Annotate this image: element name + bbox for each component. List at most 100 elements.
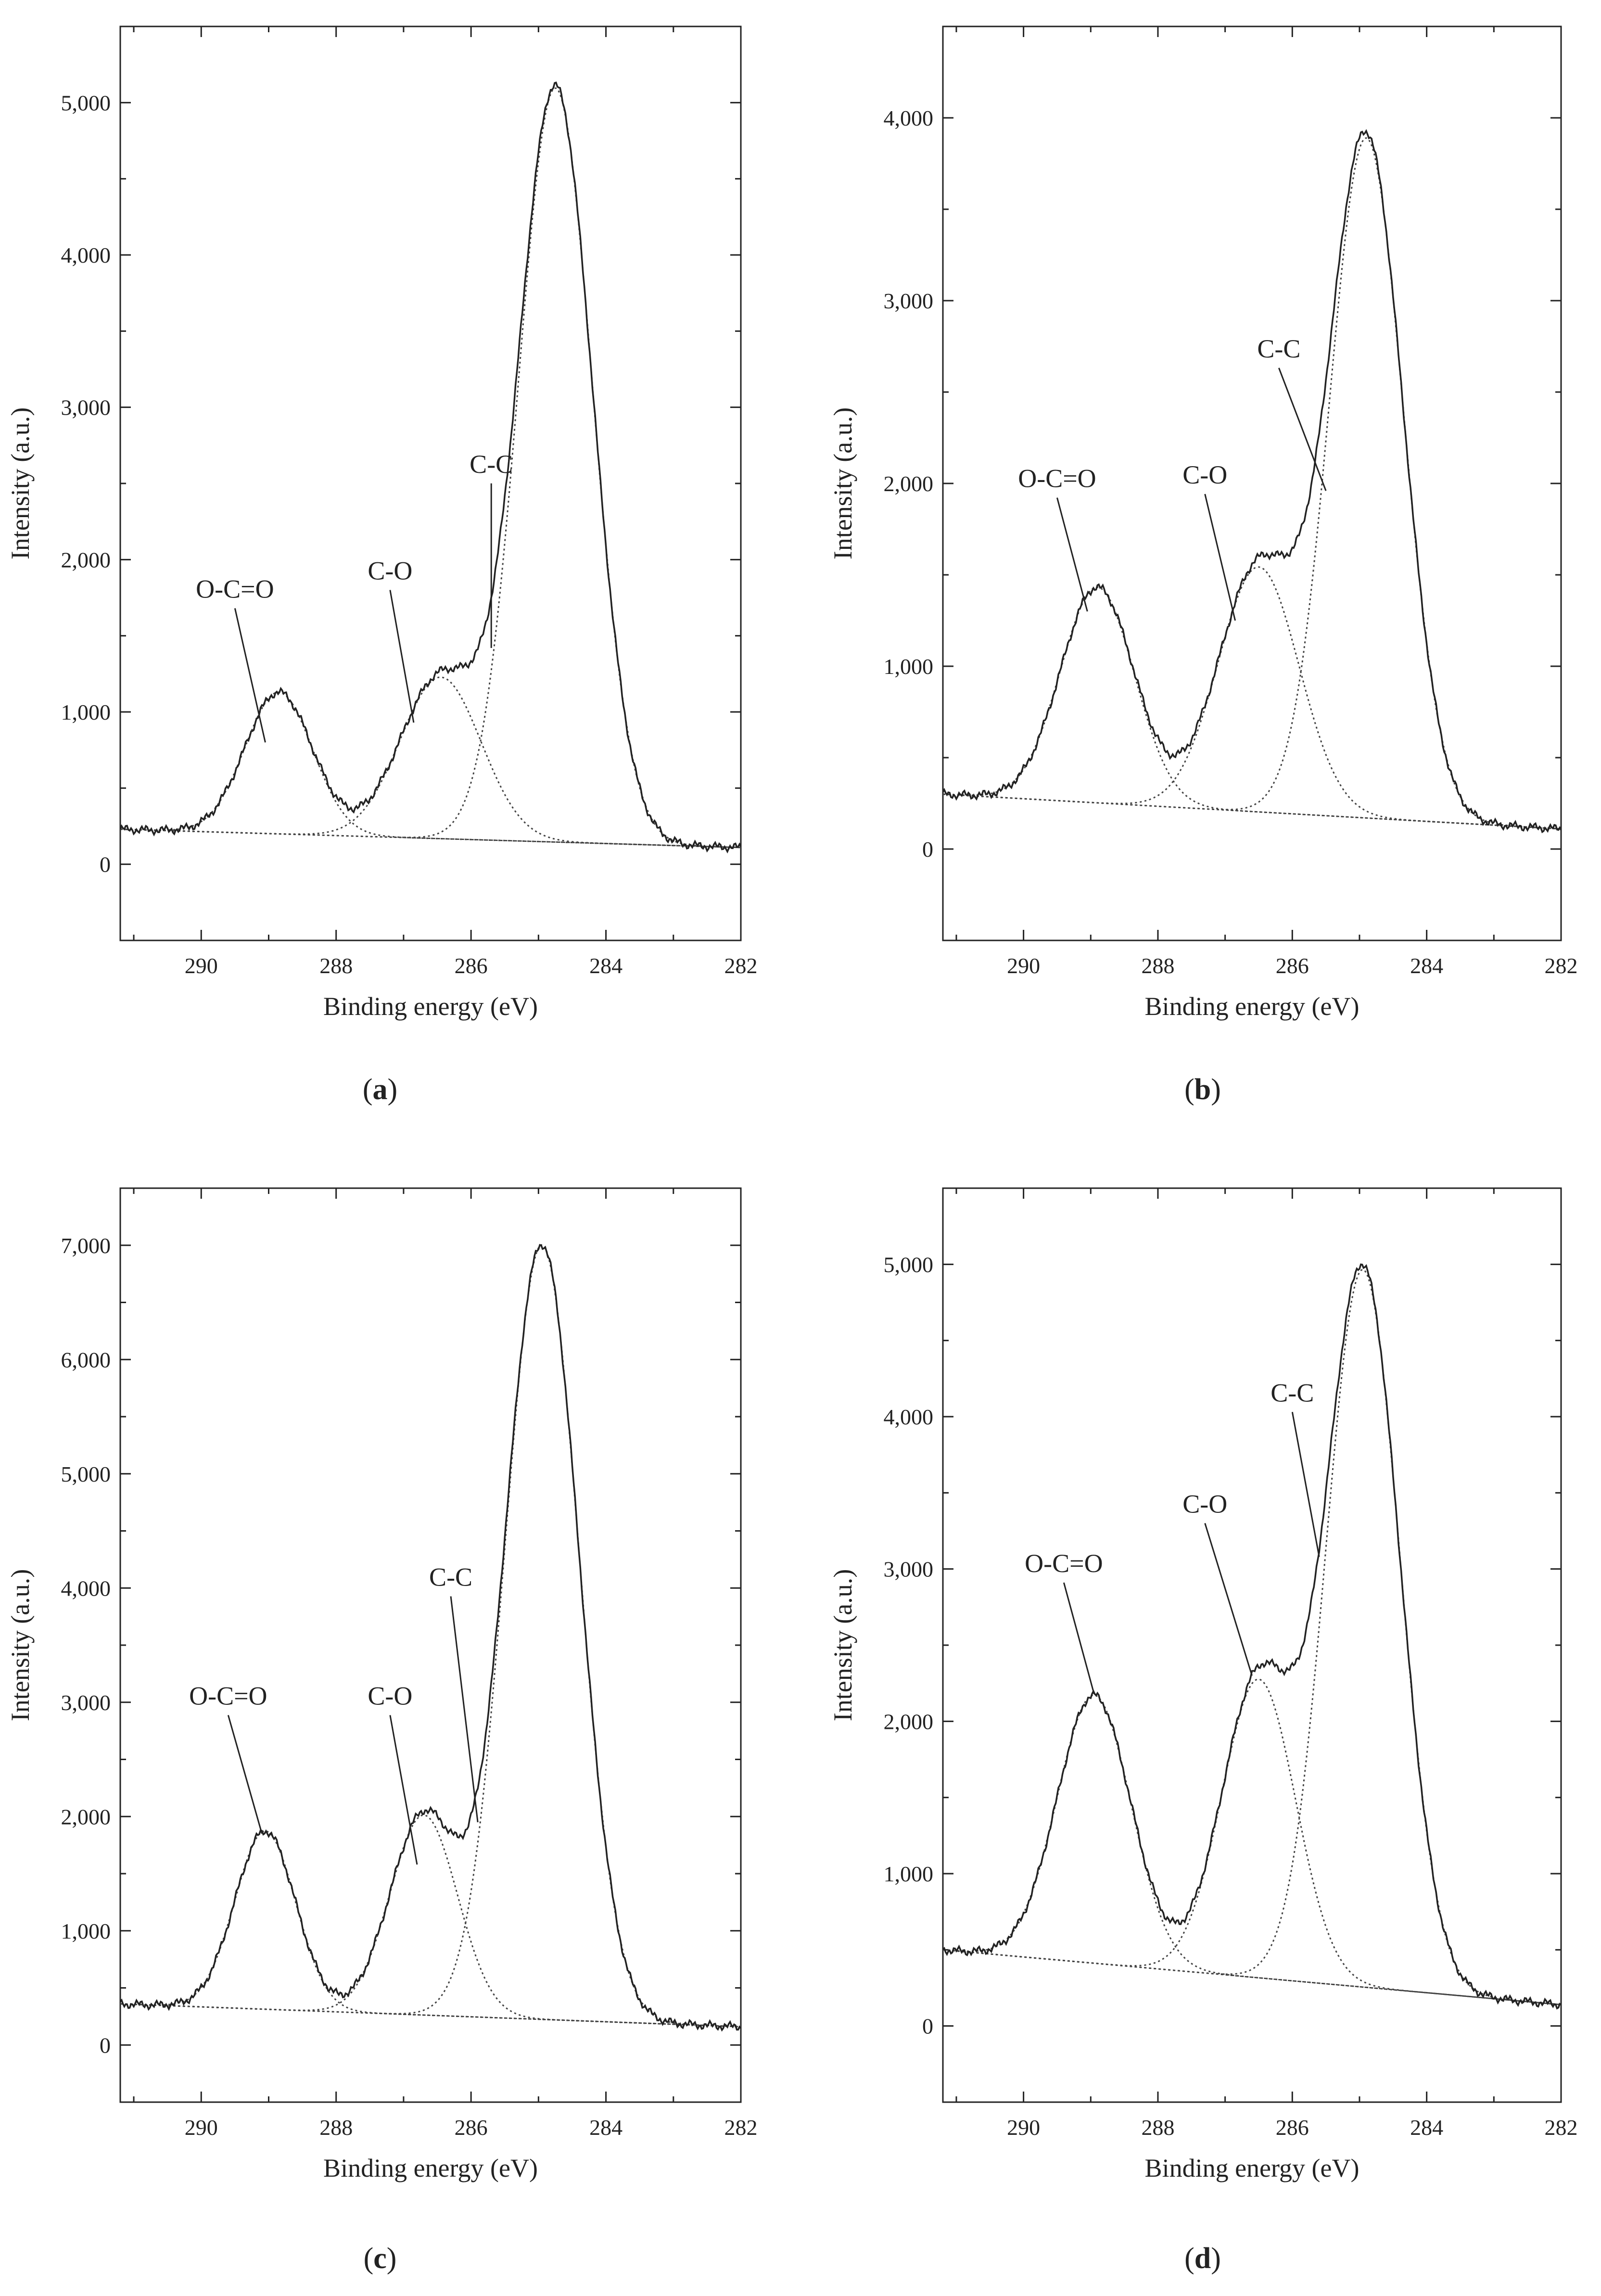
fit-component-2 (120, 1814, 741, 2028)
y-tick-label: 5,000 (61, 1462, 111, 1486)
y-tick-label: 5,000 (884, 1252, 934, 1277)
caption-letter: a (373, 1073, 388, 1106)
x-tick-label: 286 (1276, 2115, 1309, 2140)
y-tick-label: 0 (922, 2014, 933, 2039)
x-tick-label: 290 (1007, 953, 1040, 978)
x-tick-label: 288 (1141, 953, 1174, 978)
chart-panels: 0 1,000 2,000 3,000 4,000 5,000 290 288 286 284 28… (6, 25, 1578, 2275)
peak-leader-line (234, 608, 266, 743)
x-tick-label: 286 (455, 953, 488, 978)
peak-leader-line (1291, 1412, 1320, 1557)
y-tick-label: 2,000 (61, 1804, 111, 1829)
peak-label: O-C=O (196, 575, 274, 604)
caption-open-paren: ( (1184, 2242, 1194, 2275)
y-tick-label: 4,000 (61, 1576, 111, 1600)
caption-letter: b (1194, 1073, 1211, 1106)
x-tick-label: 284 (1410, 953, 1443, 978)
caption-letter: d (1194, 2242, 1211, 2275)
y-tick-label: 3,000 (884, 289, 934, 313)
caption-close-paren: ) (1211, 1073, 1221, 1106)
fit-component-1 (942, 1694, 1562, 2005)
x-tick-label: 282 (724, 2115, 758, 2140)
peak-leader-line (1204, 494, 1236, 621)
y-tick-label: 0 (100, 2033, 111, 2057)
measured-spectrum (942, 1263, 1562, 2010)
x-tick-label: 290 (1007, 2115, 1040, 2140)
caption-close-paren: ) (388, 1073, 398, 1106)
y-tick-label: 3,000 (61, 395, 111, 420)
y-tick-label: 1,000 (884, 654, 934, 679)
y-axis-label: Intensity (a.u.) (6, 407, 35, 559)
fit-component-2 (942, 1678, 1562, 2005)
peak-label: C-C (1257, 334, 1300, 363)
fit-component-2 (942, 566, 1562, 830)
caption-close-paren: ) (387, 2242, 397, 2275)
y-axis-label: Intensity (a.u.) (828, 407, 857, 559)
y-tick-label: 1,000 (884, 1862, 934, 1886)
y-axis-label: Intensity (a.u.) (828, 1569, 857, 1721)
peak-leader-line (389, 590, 415, 723)
peak-leader-line (1204, 1523, 1253, 1676)
x-tick-label: 288 (1141, 2115, 1174, 2140)
measured-spectrum (119, 81, 742, 854)
x-axis-label: Binding energy (eV) (1145, 2154, 1360, 2182)
peak-label: C-O (368, 557, 412, 585)
y-tick-label: 2,000 (61, 547, 111, 572)
caption-open-paren: ( (364, 2242, 374, 2275)
panel-caption: (a) (363, 1073, 397, 1106)
chart-panel-d: 0 1,000 2,000 3,000 4,000 5,000 290 288 286 284 28… (828, 1187, 1578, 2275)
y-axis-label: Intensity (a.u.) (6, 1569, 35, 1721)
y-tick-label: 6,000 (61, 1347, 111, 1372)
y-tick-label: 3,000 (884, 1557, 934, 1582)
y-tick-label: 4,000 (884, 1405, 934, 1429)
chart-panel-a: 0 1,000 2,000 3,000 4,000 5,000 290 288 286 284 28… (6, 25, 758, 1106)
y-tick-label: 0 (922, 837, 933, 862)
chart-panel-b: 0 1,000 2,000 3,000 4,000 290 288 286 284 282 Bind… (828, 25, 1578, 1106)
y-tick-label: 1,000 (61, 1919, 111, 1943)
x-tick-label: 282 (724, 953, 758, 978)
peak-leader-line (450, 1596, 479, 1823)
x-tick-label: 286 (1276, 953, 1309, 978)
x-tick-label: 290 (185, 2115, 218, 2140)
peak-label: C-C (1271, 1378, 1314, 1407)
peak-label: O-C=O (1018, 464, 1096, 493)
y-tick-label: 2,000 (884, 471, 934, 496)
peak-label: C-C (429, 1563, 472, 1592)
peak-label: O-C=O (189, 1682, 267, 1711)
y-tick-label: 4,000 (884, 106, 934, 130)
measured-spectrum (119, 1243, 742, 2032)
y-tick-label: 2,000 (884, 1709, 934, 1734)
peak-leader-line (1063, 1582, 1095, 1694)
caption-open-paren: ( (363, 1073, 373, 1106)
peak-leader-line (1278, 368, 1327, 491)
peak-leader-line (1056, 497, 1088, 612)
caption-close-paren: ) (1211, 2242, 1221, 2275)
x-tick-label: 282 (1545, 953, 1578, 978)
peak-label: C-O (1182, 1490, 1227, 1519)
y-tick-label: 0 (100, 852, 111, 877)
peak-label: O-C=O (1025, 1549, 1103, 1578)
y-tick-label: 7,000 (61, 1233, 111, 1258)
x-axis-label: Binding energy (eV) (1145, 992, 1360, 1021)
y-tick-label: 1,000 (61, 700, 111, 724)
x-tick-label: 288 (319, 2115, 353, 2140)
y-tick-label: 5,000 (61, 90, 111, 115)
panel-caption: (b) (1184, 1073, 1221, 1106)
caption-letter: c (373, 2242, 387, 2275)
peak-label: C-O (368, 1682, 412, 1711)
x-tick-label: 284 (589, 2115, 623, 2140)
peak-label: C-O (1182, 460, 1227, 489)
caption-open-paren: ( (1184, 1073, 1194, 1106)
panel-caption: (d) (1184, 2242, 1221, 2275)
chart-panel-c: 0 1,000 2,000 3,000 4,000 5,000 6,000 7,000 290 2… (6, 1187, 758, 2275)
peak-leader-line (389, 1715, 418, 1865)
measured-spectrum (942, 129, 1562, 834)
x-tick-label: 284 (589, 953, 623, 978)
y-tick-label: 3,000 (61, 1690, 111, 1715)
x-tick-label: 288 (319, 953, 353, 978)
panel-caption: (c) (364, 2242, 397, 2275)
x-tick-label: 286 (455, 2115, 488, 2140)
x-axis-label: Binding energy (eV) (323, 2154, 538, 2182)
